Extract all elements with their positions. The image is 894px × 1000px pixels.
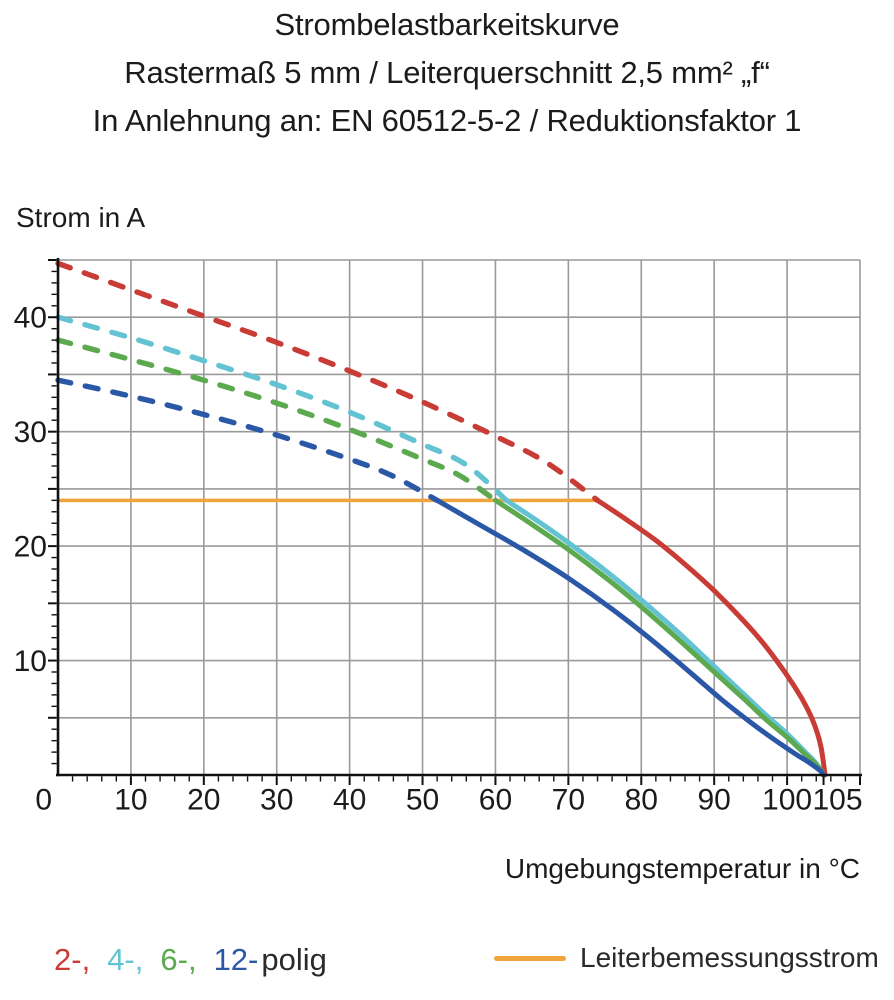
x-tick-label-70: 70: [552, 784, 585, 817]
x-tick-label-40: 40: [333, 784, 366, 817]
y-axis-title: Strom in A: [16, 202, 146, 233]
legend-poles-suffix: polig: [261, 942, 327, 977]
poles-legend: 2-, 4-, 6-, 12-polig: [54, 942, 327, 978]
plot-grid: [58, 259, 861, 775]
curve-2-polig-dashed: [55, 260, 601, 503]
curve-6-polig-dashed: [55, 337, 499, 503]
curves: [55, 260, 828, 778]
x-tick-labels: 10 20 30 40 50 60 70 80 90 100 105: [114, 784, 862, 817]
x-tick-label-50: 50: [406, 784, 439, 817]
curve-12-polig-solid: [434, 497, 826, 778]
y-tick-label-40: 40: [14, 302, 47, 335]
x-tick-label-30: 30: [260, 784, 293, 817]
origin-tick-label: 0: [35, 784, 52, 817]
x-tick-label-20: 20: [187, 784, 220, 817]
title-line-1: Strombelastbarkeitskurve: [274, 7, 620, 42]
x-axis-title: Umgebungstemperatur in °C: [504, 853, 860, 884]
title-line-3: In Anlehnung an: EN 60512-5-2 / Reduktio…: [92, 103, 802, 138]
x-tick-label-60: 60: [479, 784, 512, 817]
leiterbemessungsstrom-label: Leiterbemessungsstrom: [580, 942, 879, 973]
y-tick-label-20: 20: [14, 531, 47, 564]
y-tick-label-30: 30: [14, 416, 47, 449]
curve-12-polig-dashed: [55, 377, 440, 503]
curve-6-polig-solid: [493, 497, 826, 778]
curve-4-polig-dashed: [55, 314, 510, 503]
y-tick-labels: 10 20 30 40 0: [14, 302, 52, 817]
legend-item-2polig: 2-,: [54, 942, 91, 977]
axes: [56, 258, 862, 777]
axis-ticks: [48, 259, 861, 785]
curve-2-polig-solid: [595, 497, 828, 778]
x-tick-label-10: 10: [114, 784, 147, 817]
legend-item-12polig: 12-: [213, 942, 259, 977]
legend-item-4polig: 4-,: [107, 942, 144, 977]
x-tick-label-80: 80: [625, 784, 658, 817]
legend-item-6polig: 6-,: [160, 942, 197, 977]
x-tick-label-105: 105: [813, 784, 863, 817]
x-tick-label-100: 100: [762, 784, 812, 817]
leiterbemessungsstrom-line-swatch: [494, 955, 566, 961]
x-tick-label-90: 90: [697, 784, 730, 817]
y-tick-label-10: 10: [14, 645, 47, 678]
reference-legend: Leiterbemessungsstrom: [494, 938, 879, 978]
chart-title-block: Strombelastbarkeitskurve Rastermaß 5 mm …: [0, 1, 894, 145]
title-line-2: Rastermaß 5 mm / Leiterquerschnitt 2,5 m…: [124, 55, 770, 90]
